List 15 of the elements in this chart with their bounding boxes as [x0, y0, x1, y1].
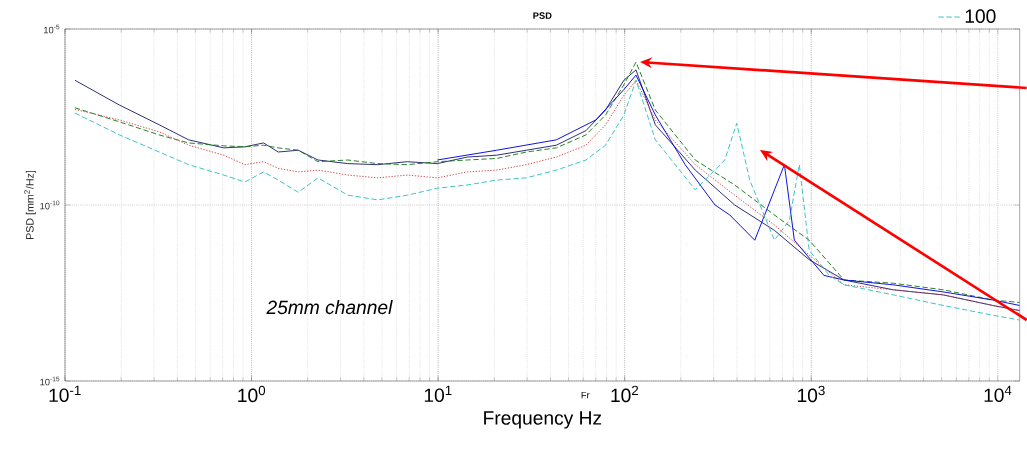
x-tick-label: 10$^{1}$ — [424, 385, 452, 403]
y-tick-label: 10$^{-10}$ — [40, 200, 60, 210]
y-axis-title: PSD [mm$^{2}$/Hz] — [24, 170, 36, 239]
x-tick-label: 10$^{4}$ — [984, 385, 1012, 403]
x-tick-label: 10$^{3}$ — [797, 385, 825, 403]
y-tick-label: 10$^{-5}$ — [44, 24, 60, 34]
x-tick-label: 10$^{0}$ — [238, 385, 266, 403]
y-tick-label: 10$^{-15}$ — [40, 376, 60, 386]
chart-title: PSD — [533, 12, 552, 19]
x-tick-label: 10$^{-1}$ — [49, 385, 81, 403]
x-tick-label: 10$^{2}$ — [611, 385, 639, 403]
text: Fr — [581, 391, 590, 399]
legend-label: 100 — [965, 9, 996, 23]
x-axis-title: Frequency Hz — [484, 411, 602, 429]
annotation: 25mm channel — [266, 300, 393, 315]
